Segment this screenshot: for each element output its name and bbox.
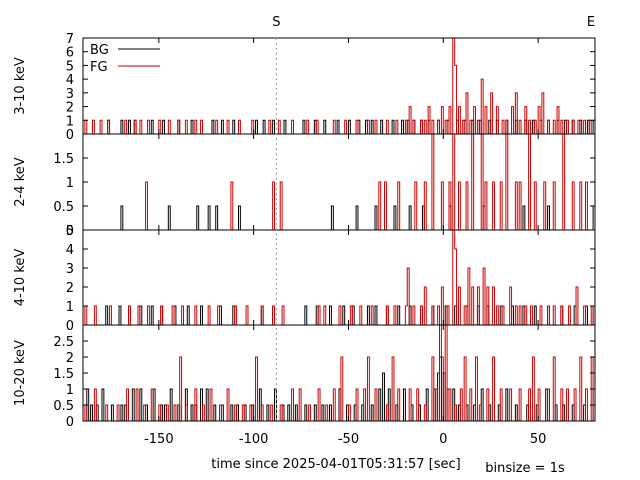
panel-frame: [82, 37, 596, 135]
y-tick-label: 3: [66, 87, 74, 102]
y-tick-label: 4: [66, 243, 74, 258]
y-tick-label: 5: [66, 224, 74, 239]
y-tick-label: 7: [66, 32, 74, 47]
y-tick-label: 3: [66, 262, 74, 277]
y-tick-label: 0.5: [53, 200, 74, 215]
panel-2-4 keV: 0 0.5 1 1.5 2-4 keV: [13, 133, 596, 239]
x-tick-label: -150: [144, 432, 174, 447]
marker-labels: S E: [272, 15, 595, 30]
y-tick-label: 1: [66, 176, 74, 191]
series-fg-line: [83, 37, 595, 135]
panel-4-10 keV: 0 1 2 3 4 5 4-10 keV: [13, 224, 596, 334]
y-tick-label: 0: [66, 224, 74, 239]
y-tick-label: 0: [66, 128, 74, 143]
y-tick-label: 2: [66, 351, 74, 366]
x-axis-label: time since 2025-04-01T05:31:57 [sec]: [211, 457, 460, 472]
legend-label-bg: BG: [90, 43, 109, 58]
x-tick-label: -100: [239, 432, 269, 447]
series-bg-line: [83, 119, 595, 135]
x-tick-label: -50: [338, 432, 359, 447]
y-tick-label: 0.5: [53, 399, 74, 414]
y-tick-label: 5: [66, 59, 74, 74]
y-tick-label: 1.5: [53, 367, 74, 382]
y-tick-label: 6: [66, 46, 74, 61]
y-axis-label: 4-10 keV: [13, 249, 28, 307]
binsize-label: binsize = 1s: [485, 461, 565, 476]
series-fg-line: [83, 229, 595, 326]
y-tick-label: 1.5: [53, 152, 74, 167]
series-fg-line: [83, 324, 595, 422]
legend-label-fg: FG: [90, 60, 108, 75]
marker-label-end: E: [587, 15, 595, 30]
y-tick-label: 1: [66, 300, 74, 315]
series-bg-line: [83, 356, 595, 422]
y-tick-label: 0: [66, 415, 74, 430]
y-tick-label: 0: [66, 319, 74, 334]
y-tick-label: 1: [66, 114, 74, 129]
panel-10-20 keV: 00.511.522.5 10-20 keV: [13, 324, 596, 430]
panel-frame: [82, 133, 596, 231]
y-tick-label: 2: [66, 281, 74, 296]
y-tick-label: 4: [66, 73, 74, 88]
x-tick-label: 50: [530, 432, 547, 447]
legend: BG FG: [90, 43, 160, 75]
y-tick-label: 1: [66, 383, 74, 398]
series-bg-line: [83, 205, 595, 231]
y-axis-label: 10-20 keV: [13, 340, 28, 406]
marker-label-start: S: [272, 15, 280, 30]
x-tick-label: 0: [439, 432, 447, 447]
series-fg-line: [83, 133, 595, 231]
y-axis-label: 2-4 keV: [13, 157, 28, 206]
y-tick-label: 2: [66, 101, 74, 116]
y-axis-label: 3-10 keV: [13, 57, 28, 115]
y-tick-label: 2.5: [53, 335, 74, 350]
